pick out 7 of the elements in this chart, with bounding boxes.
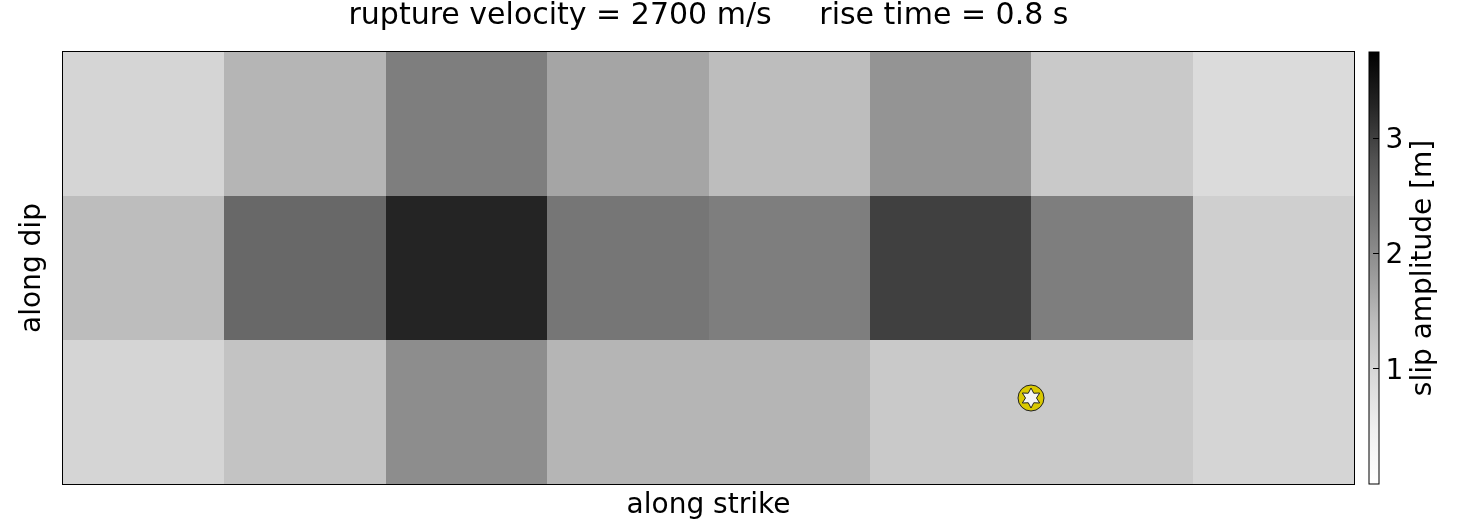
color-bar-label: 2	[1385, 237, 1404, 271]
x-axis-title: along strike	[626, 487, 791, 521]
color-bar-label: 1	[1385, 352, 1404, 386]
color-bar-title: slip amplitude [m]	[1405, 139, 1439, 397]
y-axis-title: along dip	[13, 203, 47, 333]
color-bar-label: 3	[1385, 122, 1404, 156]
chart-title: rupture velocity = 2700 m/s rise time = 0.8 s	[348, 0, 1069, 31]
